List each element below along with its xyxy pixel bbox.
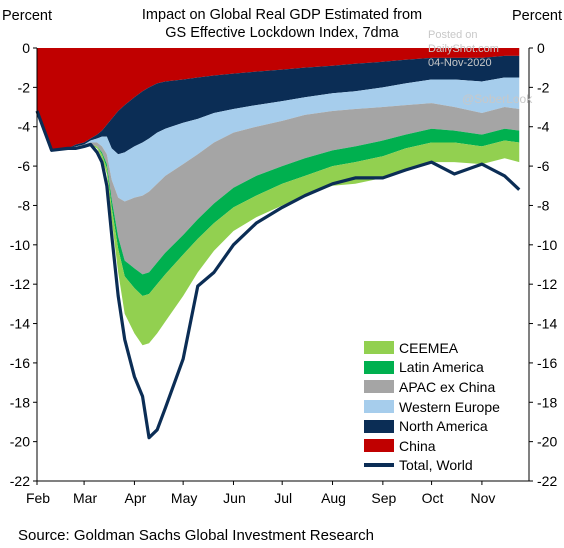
y-tick-label-right: -22: [537, 473, 557, 489]
x-tick-label-mar: Mar: [73, 490, 97, 506]
y-tick-label-right: -20: [537, 434, 557, 450]
legend-label-apac-ex-china: APAC ex China: [399, 378, 496, 395]
legend-swatch-western-europe: [364, 400, 394, 414]
legend-swatch-ceemea: [364, 341, 394, 355]
legend-label-china: China: [399, 437, 436, 454]
area-western-europe: [37, 77, 520, 202]
x-tick-label-apr: Apr: [125, 490, 147, 506]
x-tick-label-sep: Sep: [371, 490, 396, 506]
y-tick-label-left: -10: [10, 237, 30, 253]
legend-item-china: China: [364, 436, 500, 456]
y-tick-label-left: -2: [18, 79, 31, 95]
y-tick-label-left: 0: [22, 40, 30, 56]
stacked-areas: [35, 48, 521, 440]
legend-swatch-china: [364, 439, 394, 453]
area-north-america: [37, 55, 520, 155]
y-tick-label-left: -18: [10, 394, 30, 410]
legend-label-latin-america: Latin America: [399, 359, 484, 376]
y-tick-label-left: -22: [10, 473, 30, 489]
x-tick-label-aug: Aug: [321, 490, 346, 506]
watermark-handle: @SoberLook: [462, 92, 533, 106]
area-china: [37, 48, 520, 151]
y-tick-label-left: -4: [18, 119, 31, 135]
x-tick-label-may: May: [171, 490, 197, 506]
y-tick-label-right: 0: [537, 40, 545, 56]
source-note: Source: Goldman Sachs Global Investment …: [18, 527, 375, 544]
x-tick-label-feb: Feb: [26, 490, 50, 506]
y-tick-label-left: -16: [10, 355, 30, 371]
legend-label-western-europe: Western Europe: [399, 398, 500, 415]
y-tick-label-left: -20: [10, 434, 30, 450]
y-tick-label-right: -14: [537, 316, 557, 332]
legend-item-north-america: North America: [364, 416, 500, 436]
chart-title-line-2: GS Effective Lockdown Index, 7dma: [165, 25, 399, 41]
x-tick-label-oct: Oct: [422, 490, 444, 506]
chart-title-line-1: Impact on Global Real GDP Estimated from: [141, 7, 423, 23]
y-tick-label-right: -16: [537, 355, 557, 371]
x-tick-label-jul: Jul: [274, 490, 292, 506]
area-ceemea: [37, 110, 520, 346]
legend-label-ceemea: CEEMEA: [399, 339, 459, 356]
y-tick-label-right: -4: [537, 119, 550, 135]
legend-item-ceemea: CEEMEA: [364, 338, 500, 358]
watermark: Posted on DailyShot.com 04-Nov-2020: [428, 28, 499, 70]
legend-swatch-latin-america: [364, 360, 394, 374]
legend-label-north-america: North America: [399, 418, 488, 435]
x-tick-label-jun: Jun: [223, 490, 246, 506]
chart-axes: 0 0 -2 -2 -4 -4 -6 -6 -8 -8 -10 -10 -12 -12 -14 -14 -16 -…: [10, 40, 558, 506]
watermark-line-1: Posted on: [428, 29, 478, 41]
y-tick-label-right: -2: [537, 79, 550, 95]
legend-swatch-north-america: [364, 419, 394, 433]
watermark-line-3: 04-Nov-2020: [428, 57, 492, 69]
watermark-line-2: DailyShot.com: [428, 43, 499, 55]
y-tick-label-right: -10: [537, 237, 557, 253]
y-tick-label-right: -8: [537, 197, 550, 213]
legend-item-apac-ex-china: APAC ex China: [364, 377, 500, 397]
y-tick-label-right: -18: [537, 394, 557, 410]
y-tick-label-right: -6: [537, 158, 550, 174]
y-tick-label-left: -14: [10, 316, 30, 332]
x-tick-label-nov: Nov: [470, 490, 495, 506]
y-tick-label-left: -6: [18, 158, 31, 174]
legend-swatch-apac-ex-china: [364, 380, 394, 394]
legend-item-western-europe: Western Europe: [364, 397, 500, 417]
area-apac-ex-china: [37, 103, 520, 275]
legend: CEEMEA Latin America APAC ex China Weste…: [364, 338, 500, 475]
y-tick-label-left: -12: [10, 276, 30, 292]
legend-line-total-world: [364, 463, 394, 468]
legend-item-total-world: Total, World: [364, 456, 500, 476]
y-axis-right-label: Percent: [512, 8, 562, 24]
y-tick-label-right: -12: [537, 276, 557, 292]
legend-item-latin-america: Latin America: [364, 358, 500, 378]
legend-label-total-world: Total, World: [399, 457, 473, 474]
line-total-world: [35, 110, 521, 440]
chart-title: Impact on Global Real GDP Estimated from…: [0, 6, 564, 42]
y-axis-left-label: Percent: [2, 8, 52, 24]
y-tick-label-left: -8: [18, 197, 31, 213]
